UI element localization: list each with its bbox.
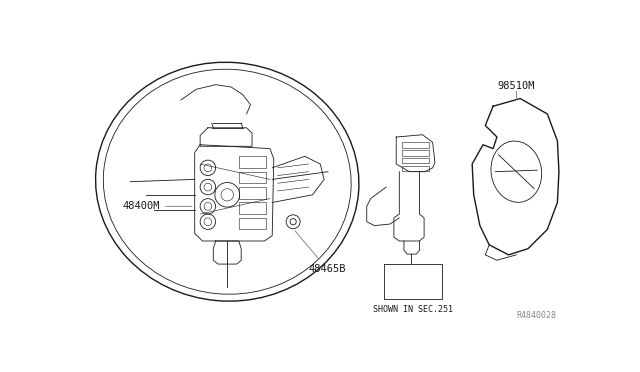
- Text: 48400M: 48400M: [123, 201, 192, 211]
- Bar: [402, 142, 429, 148]
- Text: SHOWN IN SEC.251: SHOWN IN SEC.251: [373, 305, 453, 314]
- Bar: [402, 166, 429, 171]
- Bar: [239, 187, 266, 199]
- Bar: [402, 150, 429, 155]
- Bar: [239, 156, 266, 168]
- Bar: [239, 218, 266, 230]
- Text: R4840028: R4840028: [516, 311, 557, 320]
- Text: 48465B: 48465B: [295, 231, 346, 274]
- Bar: [239, 172, 266, 183]
- Bar: [239, 202, 266, 214]
- Bar: [402, 158, 429, 163]
- Text: 98510M: 98510M: [497, 81, 535, 91]
